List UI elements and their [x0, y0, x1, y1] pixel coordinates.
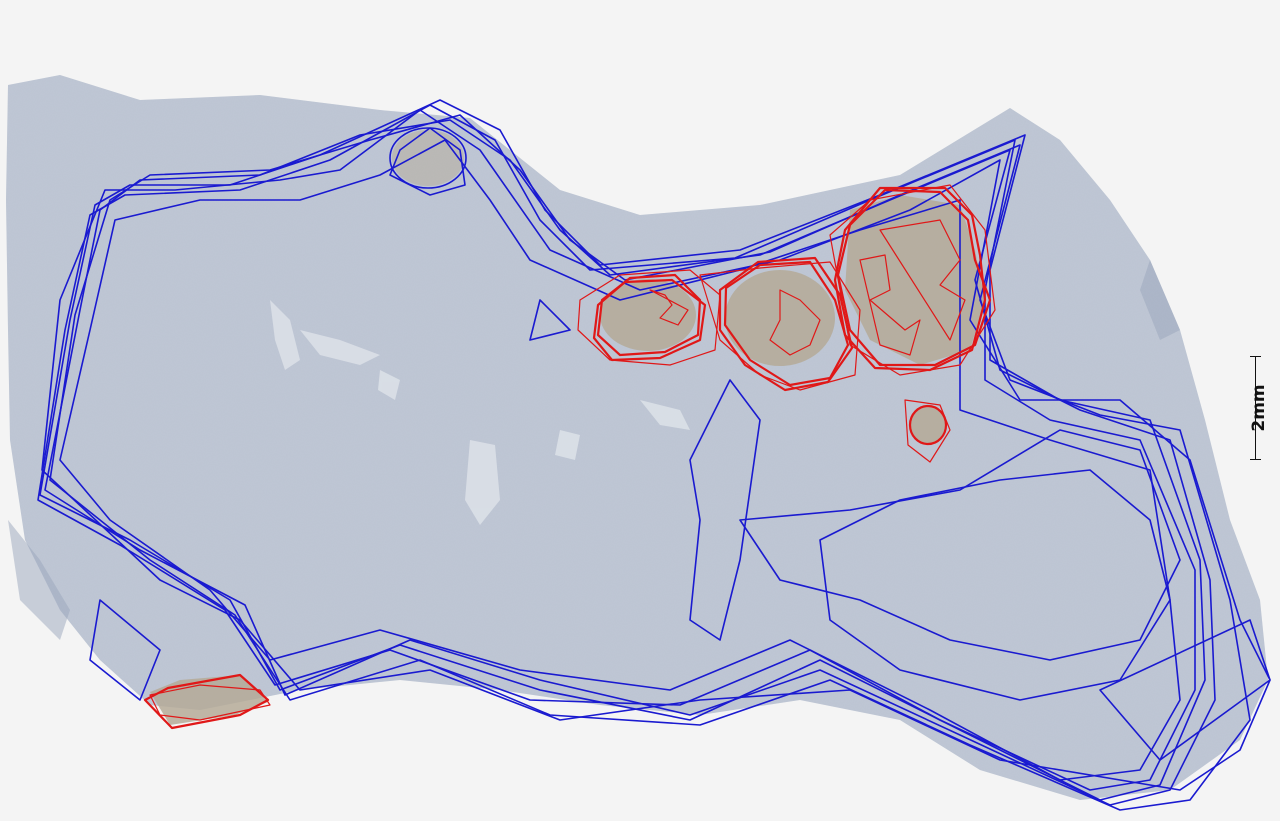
outer-annotation-contour: [1099, 619, 1271, 761]
outer-annotation-contour: [739, 429, 1181, 661]
lesion-annotation-contour: [723, 260, 850, 387]
outer-tumor-annotations: [37, 99, 1271, 811]
outer-annotation-contour: [89, 599, 161, 701]
outer-annotation-contour: [44, 119, 1216, 806]
lesion-annotation-contour: [836, 188, 992, 367]
lesion-annotation-contour: [859, 254, 921, 356]
lesion-annotation-contour: [908, 404, 948, 446]
outer-annotation-contour: [529, 299, 571, 341]
lesion-annotation-contour: [769, 289, 821, 356]
lesion-annotation-contour: [904, 399, 951, 463]
scale-bar-bottom-cap: [1250, 459, 1261, 460]
lesion-annotation-contour: [699, 261, 861, 391]
scale-bar-label: 2mm: [1249, 384, 1269, 432]
lesion-annotation-contour: [649, 289, 689, 326]
lesion-annotation-contour: [596, 273, 702, 357]
lesion-annotation-contour: [592, 278, 707, 362]
outer-annotation-contour: [49, 114, 1251, 811]
outer-annotation-contour: [389, 127, 467, 189]
lesion-annotation-contour: [829, 184, 996, 376]
outer-annotation-contour: [689, 379, 761, 641]
outer-annotation-contour: [389, 127, 466, 196]
lesion-annotation-contour: [879, 219, 966, 341]
tissue-section: [6, 75, 1268, 800]
scale-bar-line: [1255, 356, 1256, 460]
outer-annotation-contour: [41, 109, 1271, 791]
lesion-annotation-contour: [718, 256, 854, 392]
lesion-annotation-contour: [577, 269, 721, 366]
outer-annotation-contour: [37, 104, 1196, 791]
scale-bar: 2mm: [1242, 352, 1276, 464]
lesion-annotation-contour: [149, 684, 271, 721]
lesion-annotations: [143, 184, 996, 730]
lesion-annotation-contour: [143, 673, 270, 730]
outer-annotation-contour: [59, 139, 1181, 781]
